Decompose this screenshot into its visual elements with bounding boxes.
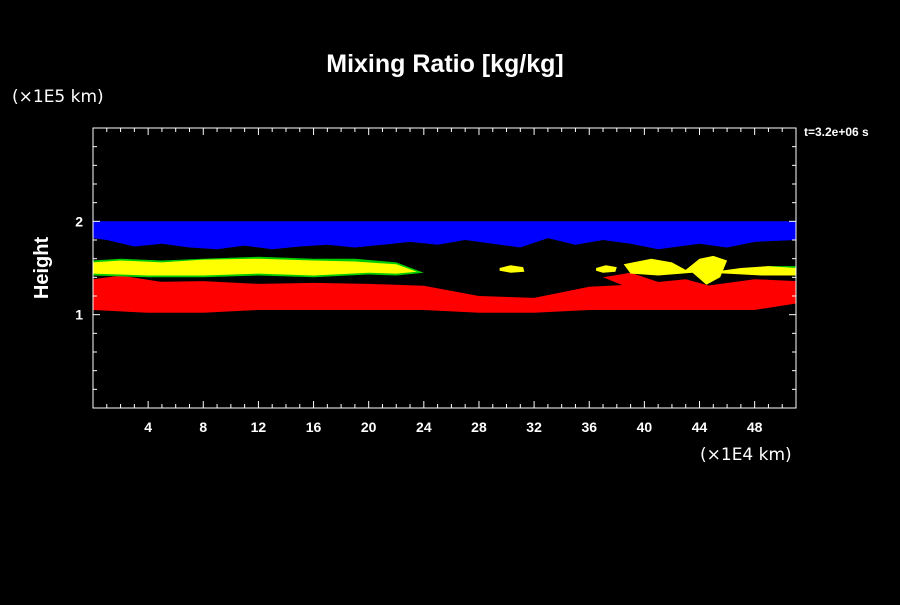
mixing-ratio-layer-6 [93,258,417,276]
x-tick-label: 24 [416,419,432,435]
plot-frame [92,127,797,409]
mixing-ratio-layer-8 [706,266,796,276]
x-tick-label: 40 [637,419,653,435]
mixing-ratio-layer-1 [93,221,796,250]
y-tick-label: 1 [75,307,83,323]
x-tick-label: 36 [581,419,597,435]
x-tick-label: 44 [692,419,708,435]
x-tick-label: 4 [144,419,152,435]
x-tick-label: 28 [471,419,487,435]
y-axis-unit: (×1E5 km) [12,87,104,107]
mixing-ratio-layer-2 [93,279,796,313]
x-tick-label: 20 [361,419,377,435]
mixing-ratio-layer-11 [596,265,617,273]
y-tick-label: 2 [75,213,83,229]
mixing-ratio-layer-10 [499,265,525,273]
mixing-ratio-layer-9 [623,255,728,285]
x-tick-label: 16 [306,419,322,435]
y-axis-label: Height [31,237,53,300]
x-axis-unit: (×1E4 km) [700,445,792,465]
x-tick-label: 48 [747,419,763,435]
mixing-ratio-layer-3 [603,272,741,296]
plot-area [93,221,796,313]
chart-title: Mixing Ratio [kg/kg] [326,50,564,78]
x-tick-label: 32 [526,419,542,435]
mixing-ratio-layer-4 [93,275,190,291]
x-tick-label: 12 [251,419,267,435]
time-label: t=3.2e+06 s [804,125,869,139]
x-tick-label: 8 [199,419,207,435]
